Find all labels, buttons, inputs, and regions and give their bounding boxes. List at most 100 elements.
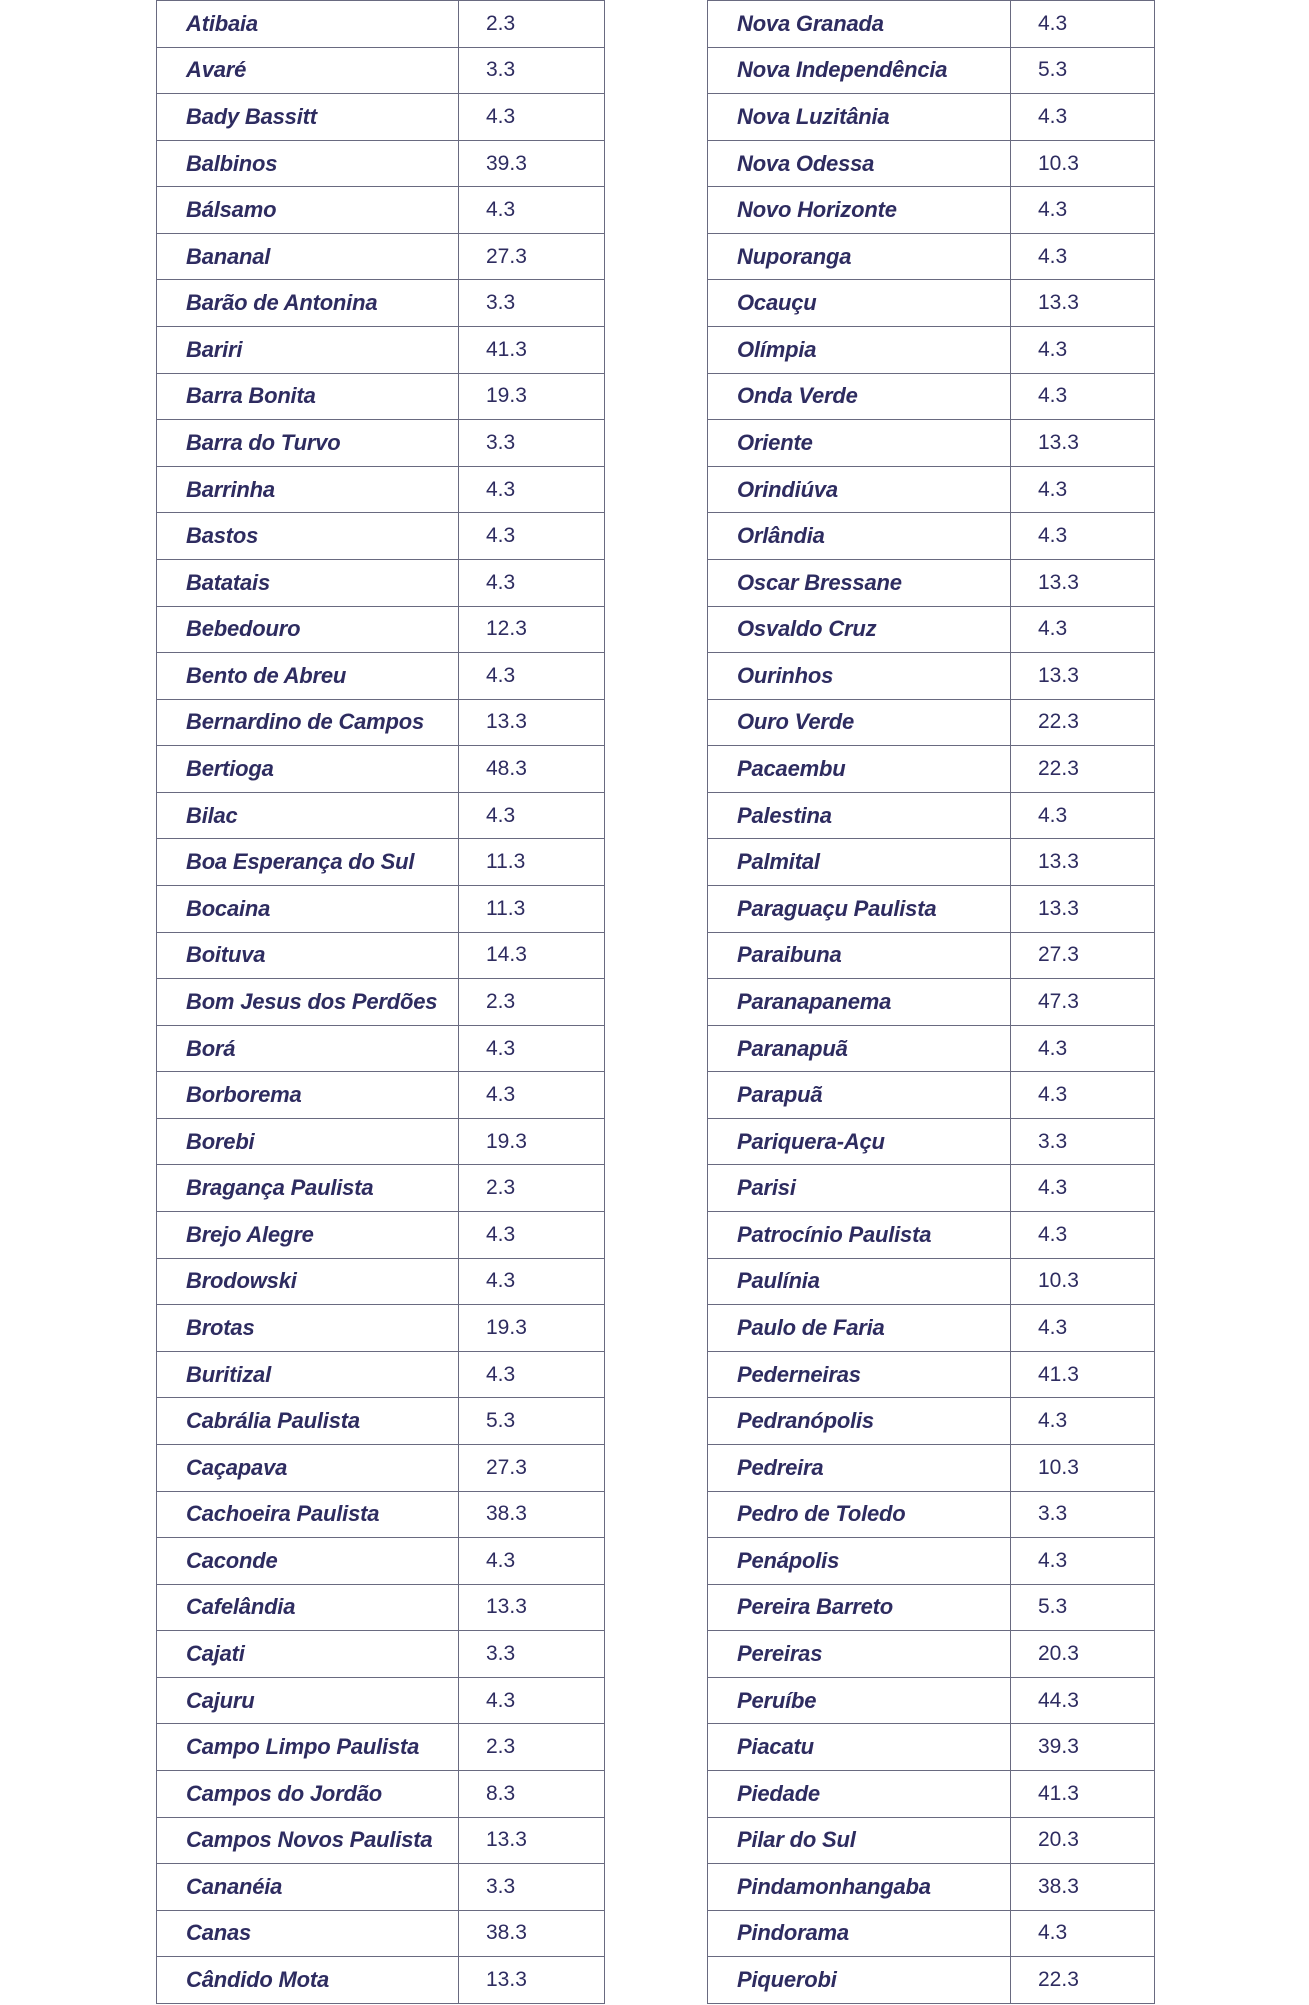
table-row: Paulo de Faria 4.3 bbox=[708, 1305, 1154, 1352]
municipality-name-cell: Palmital bbox=[708, 839, 1011, 885]
municipality-value-cell: 19.3 bbox=[486, 1129, 527, 1153]
municipality-name-cell: Pederneiras bbox=[708, 1351, 1011, 1398]
municipality-value-cell: 3.3 bbox=[486, 1642, 516, 1666]
table-row: Paraguaçu Paulista 13.3 bbox=[708, 885, 1154, 933]
table-row: Nova Odessa 10.3 bbox=[708, 140, 1154, 188]
table-row: Balbinos 39.3 bbox=[157, 140, 604, 188]
municipality-value-cell: 13.3 bbox=[1038, 896, 1079, 920]
municipality-name-cell: Bernardino de Campos bbox=[157, 699, 459, 746]
municipality-name-cell: Avaré bbox=[157, 47, 459, 94]
table-row: Oscar Bressane 13.3 bbox=[708, 559, 1154, 607]
table-row: Bebedouro 12.3 bbox=[157, 606, 604, 654]
table-row: Paranapanema 47.3 bbox=[708, 979, 1154, 1026]
table-row: Pereiras 20.3 bbox=[708, 1631, 1154, 1678]
table-row: Paranapuã 4.3 bbox=[708, 1025, 1154, 1073]
municipality-name-cell: Boa Esperança do Sul bbox=[157, 839, 459, 885]
municipality-value-cell: 10.3 bbox=[1038, 1269, 1079, 1293]
municipality-value-cell: 4.3 bbox=[486, 1036, 516, 1060]
municipality-table-right: Nova Granada 4.3 Nova Independência 5.3 … bbox=[707, 0, 1155, 2004]
table-row: Campos do Jordão 8.3 bbox=[157, 1770, 604, 1818]
table-row: Cachoeira Paulista 38.3 bbox=[157, 1491, 604, 1539]
municipality-name-cell: Pereira Barreto bbox=[708, 1584, 1011, 1631]
table-row: Orlândia 4.3 bbox=[708, 513, 1154, 560]
table-row: Boituva 14.3 bbox=[157, 932, 604, 980]
municipality-name-cell: Pindamonhangaba bbox=[708, 1864, 1011, 1910]
municipality-name-cell: Orindiúva bbox=[708, 466, 1011, 513]
table-row: Nova Granada 4.3 bbox=[708, 1, 1154, 48]
municipality-value-cell: 3.3 bbox=[486, 430, 516, 454]
municipality-value-cell: 4.3 bbox=[1038, 11, 1068, 35]
table-row: Pariquera-Açu 3.3 bbox=[708, 1118, 1154, 1166]
table-row: Bento de Abreu 4.3 bbox=[157, 653, 604, 700]
municipality-value-cell: 4.3 bbox=[486, 570, 516, 594]
municipality-name-cell: Patrocínio Paulista bbox=[708, 1212, 1011, 1258]
municipality-name-cell: Parisi bbox=[708, 1165, 1011, 1212]
municipality-name-cell: Campo Limpo Paulista bbox=[157, 1724, 459, 1770]
municipality-name-cell: Nuporanga bbox=[708, 233, 1011, 280]
table-row: Campo Limpo Paulista 2.3 bbox=[157, 1724, 604, 1771]
municipality-name-cell: Bebedouro bbox=[157, 606, 459, 653]
table-row: Bariri 41.3 bbox=[157, 327, 604, 374]
municipality-value-cell: 4.3 bbox=[486, 477, 516, 501]
table-row: Bertioga 48.3 bbox=[157, 746, 604, 793]
table-row: Barrinha 4.3 bbox=[157, 466, 604, 514]
table-row: Pacaembu 22.3 bbox=[708, 746, 1154, 793]
municipality-name-cell: Orlândia bbox=[708, 513, 1011, 559]
municipality-name-cell: Olímpia bbox=[708, 327, 1011, 373]
municipality-name-cell: Caconde bbox=[157, 1538, 459, 1584]
table-row: Piedade 41.3 bbox=[708, 1770, 1154, 1818]
municipality-name-cell: Piedade bbox=[708, 1770, 1011, 1817]
table-row: Novo Horizonte 4.3 bbox=[708, 187, 1154, 234]
municipality-name-cell: Bady Bassitt bbox=[157, 94, 459, 140]
municipality-value-cell: 4.3 bbox=[1038, 1176, 1068, 1200]
municipality-name-cell: Palestina bbox=[708, 792, 1011, 839]
municipality-name-cell: Borebi bbox=[157, 1118, 459, 1165]
municipality-name-cell: Batatais bbox=[157, 559, 459, 606]
table-row: Pindamonhangaba 38.3 bbox=[708, 1864, 1154, 1911]
table-row: Cafelândia 13.3 bbox=[157, 1584, 604, 1632]
municipality-name-cell: Pacaembu bbox=[708, 746, 1011, 792]
municipality-value-cell: 11.3 bbox=[486, 896, 526, 920]
table-row: Paraibuna 27.3 bbox=[708, 932, 1154, 980]
municipality-name-cell: Brotas bbox=[157, 1305, 459, 1351]
municipality-value-cell: 4.3 bbox=[1038, 104, 1068, 128]
municipality-value-cell: 14.3 bbox=[486, 943, 527, 967]
municipality-name-cell: Bilac bbox=[157, 792, 459, 839]
table-row: Buritizal 4.3 bbox=[157, 1351, 604, 1399]
municipality-name-cell: Cândido Mota bbox=[157, 1957, 459, 2003]
municipality-value-cell: 2.3 bbox=[486, 11, 516, 35]
table-row: Piquerobi 22.3 bbox=[708, 1957, 1154, 2004]
table-row: Caconde 4.3 bbox=[157, 1538, 604, 1585]
municipality-value-cell: 13.3 bbox=[1038, 430, 1079, 454]
municipality-name-cell: Piquerobi bbox=[708, 1957, 1011, 2003]
table-row: Pedro de Toledo 3.3 bbox=[708, 1491, 1154, 1539]
table-row: Pindorama 4.3 bbox=[708, 1910, 1154, 1958]
municipality-value-cell: 41.3 bbox=[1038, 1781, 1079, 1805]
table-row: Nuporanga 4.3 bbox=[708, 233, 1154, 281]
table-row: Bernardino de Campos 13.3 bbox=[157, 699, 604, 747]
municipality-value-cell: 27.3 bbox=[486, 244, 527, 268]
municipality-name-cell: Bálsamo bbox=[157, 187, 459, 233]
table-row: Orindiúva 4.3 bbox=[708, 466, 1154, 514]
municipality-name-cell: Atibaia bbox=[157, 1, 459, 47]
municipality-name-cell: Nova Independência bbox=[708, 47, 1011, 94]
municipality-value-cell: 4.3 bbox=[1038, 244, 1068, 268]
municipality-name-cell: Piacatu bbox=[708, 1724, 1011, 1770]
table-row: Canas 38.3 bbox=[157, 1910, 604, 1958]
municipality-value-cell: 4.3 bbox=[1038, 1222, 1068, 1246]
municipality-value-cell: 4.3 bbox=[1038, 617, 1068, 641]
municipality-value-cell: 4.3 bbox=[486, 524, 516, 548]
municipality-name-cell: Cajuru bbox=[157, 1677, 459, 1724]
municipality-value-cell: 2.3 bbox=[486, 989, 516, 1013]
municipality-name-cell: Buritizal bbox=[157, 1351, 459, 1398]
table-row: Osvaldo Cruz 4.3 bbox=[708, 606, 1154, 654]
table-row: Caçapava 27.3 bbox=[157, 1444, 604, 1492]
municipality-name-cell: Pedranópolis bbox=[708, 1398, 1011, 1444]
table-row: Brotas 19.3 bbox=[157, 1305, 604, 1352]
table-row: Cândido Mota 13.3 bbox=[157, 1957, 604, 2004]
municipality-name-cell: Ouro Verde bbox=[708, 699, 1011, 746]
table-row: Oriente 13.3 bbox=[708, 420, 1154, 467]
municipality-name-cell: Bertioga bbox=[157, 746, 459, 792]
municipality-name-cell: Campos do Jordão bbox=[157, 1770, 459, 1817]
municipality-value-cell: 13.3 bbox=[486, 1968, 527, 1992]
